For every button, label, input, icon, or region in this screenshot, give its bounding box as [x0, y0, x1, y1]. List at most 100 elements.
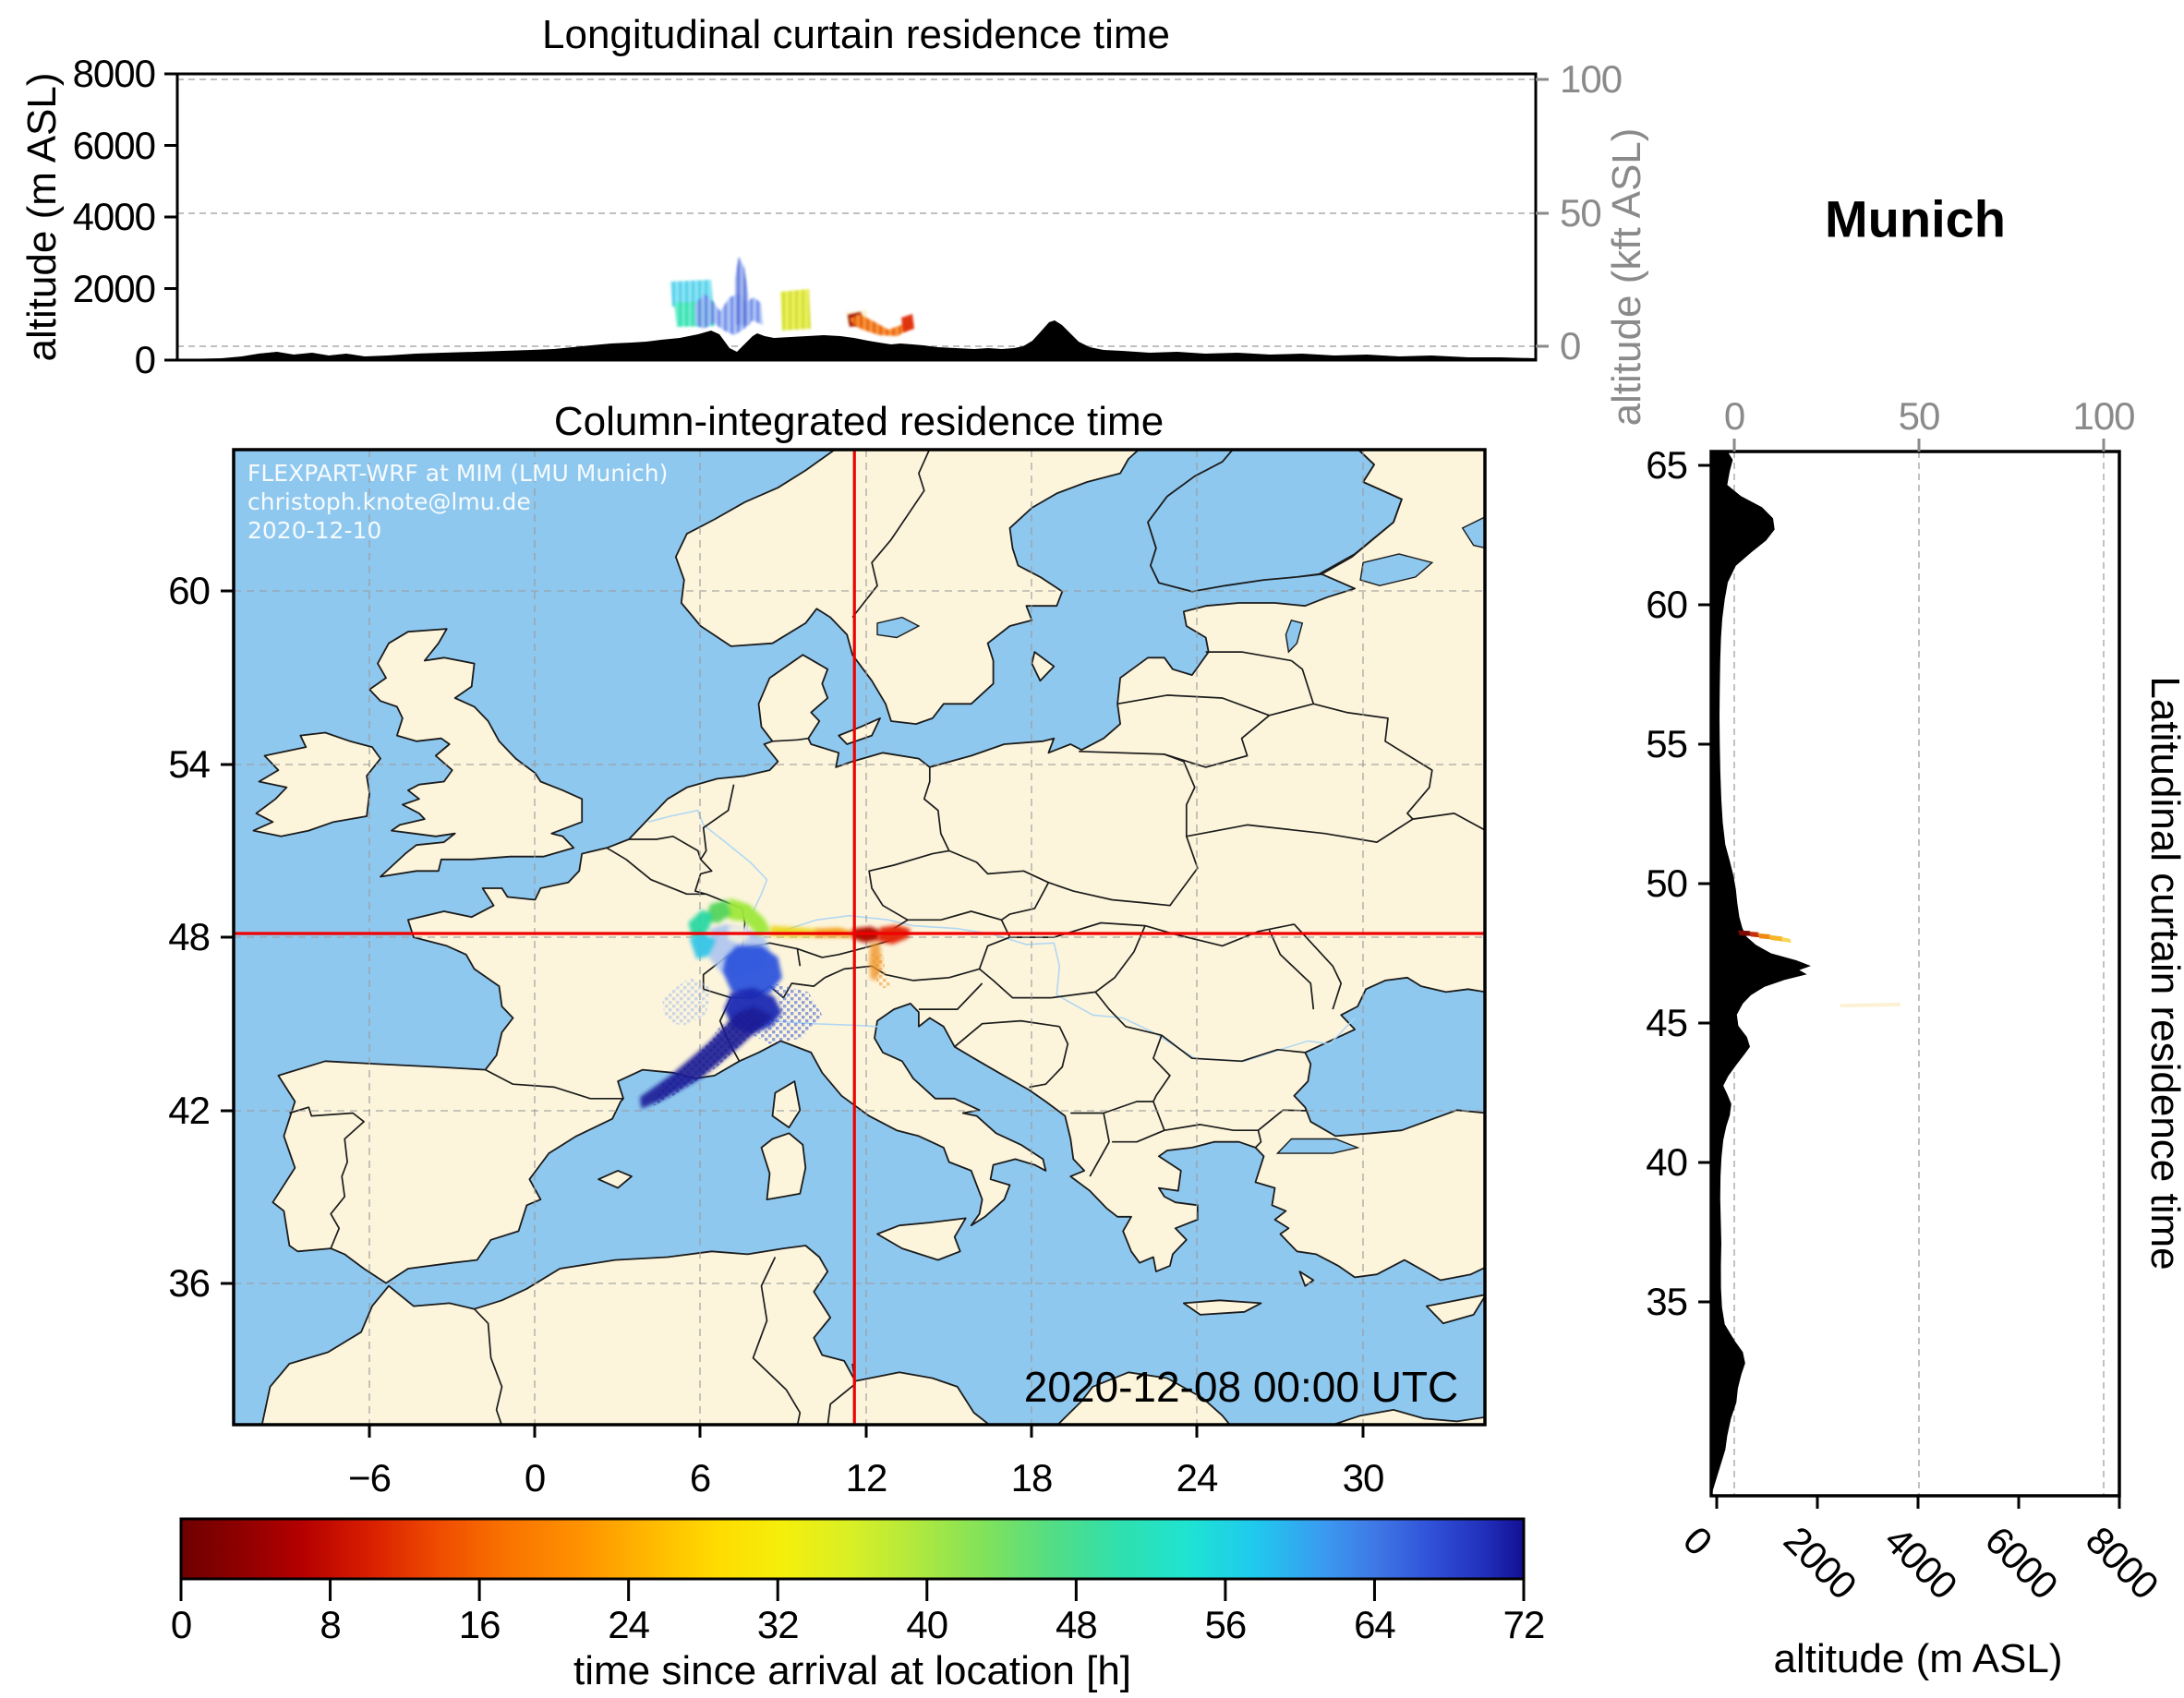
- curtain-blob-blue-spike: [735, 257, 750, 325]
- landmass-nile_delta: [1330, 1409, 1485, 1425]
- river: [780, 914, 1356, 1063]
- watermark-line-1: FLEXPART-WRF at MIM (LMU Munich): [247, 460, 669, 487]
- landmass-sicily: [876, 1217, 967, 1261]
- colorbar-tick-label: 32: [756, 1603, 800, 1646]
- country-border: [1152, 1034, 1171, 1102]
- country-border: [851, 450, 931, 619]
- map-xtick-label: 0: [524, 1456, 546, 1499]
- country-border: [1321, 450, 1403, 575]
- country-border: [473, 1308, 503, 1425]
- colorbar-tick-label: 16: [458, 1603, 501, 1646]
- plume-patch-13: [650, 1009, 765, 1108]
- country-border: [918, 982, 983, 1010]
- country-border: [772, 737, 809, 742]
- landmass-corsica: [771, 1080, 802, 1128]
- landmass-cyprus: [1425, 1294, 1485, 1325]
- country-border: [1268, 929, 1315, 1010]
- country-border: [1313, 703, 1433, 820]
- watermark-line-2: christoph.knote@lmu.de: [247, 488, 531, 515]
- right-stripe-3: [1768, 934, 1784, 942]
- plume-patch-17: [872, 954, 891, 990]
- map-title: Column-integrated residence time: [553, 399, 1164, 444]
- country-border: [923, 766, 950, 851]
- map-xtick-label: −6: [348, 1456, 392, 1499]
- lake: [1359, 553, 1434, 587]
- right-panel-side-label: Latitudinal curtain residence time: [2142, 676, 2184, 1270]
- colorbar-tick-label: 40: [906, 1603, 948, 1646]
- country-border: [1164, 715, 1271, 768]
- right-panel-title: Munich: [1825, 189, 2006, 248]
- country-border: [1205, 651, 1292, 662]
- plume-patch-5: [689, 933, 717, 959]
- country-border: [752, 1257, 802, 1425]
- landmass-crete: [1182, 1299, 1262, 1316]
- landmass-cyrenaica: [1056, 1371, 1231, 1425]
- top-y2tick-label: 100: [1560, 57, 1623, 101]
- top-panel-title: Longitudinal curtain residence time: [542, 12, 1170, 57]
- plume-patch-8: [722, 945, 782, 1000]
- right-panel-frame: [1709, 450, 2121, 1498]
- right-stripe-4: [1780, 937, 1792, 943]
- country-border: [1161, 1034, 1306, 1063]
- landmass-sardinia: [760, 1132, 807, 1200]
- country-border: [1051, 991, 1096, 999]
- colorbar-tick-label: 0: [170, 1603, 192, 1646]
- landmass-maghreb: [260, 1245, 991, 1425]
- country-border: [1152, 1101, 1165, 1131]
- country-border: [1103, 1113, 1110, 1142]
- colorbar-tick-label: 56: [1204, 1603, 1248, 1646]
- landmass-ireland: [252, 731, 381, 837]
- country-border: [1254, 1130, 1262, 1149]
- right-panel: [1711, 452, 2119, 1496]
- plume-patch-4: [688, 909, 714, 939]
- map-ytick-label: 48: [168, 915, 211, 958]
- right-lat-tick-label: 60: [1646, 583, 1688, 626]
- country-border: [699, 784, 735, 861]
- top-panel: [177, 74, 1536, 360]
- map-panel: [234, 450, 1485, 1425]
- colorbar-gradient-bar: [179, 1517, 1526, 1581]
- colorbar-label: time since arrival at location [h]: [573, 1648, 1132, 1693]
- landmass-gotland: [1031, 651, 1056, 682]
- top-ytick-label: 8000: [72, 52, 156, 95]
- top-ytick-label: 4000: [72, 195, 156, 238]
- top-panel-ylabel-left: altitude (m ASL): [19, 72, 65, 362]
- country-border: [485, 1068, 623, 1100]
- plume-patch-12: [661, 977, 712, 1027]
- right-stripe-1: [1748, 931, 1761, 938]
- plume-patch-2: [724, 897, 771, 936]
- top-terrain-profile: [177, 320, 1536, 360]
- country-border: [1116, 694, 1270, 717]
- right-lat-tick-label: 55: [1646, 722, 1688, 765]
- right-lat-tick-label: 40: [1646, 1140, 1688, 1184]
- map-xtick-label: 30: [1342, 1456, 1385, 1499]
- colorbar-tick-label: 8: [320, 1603, 341, 1646]
- map-ytick-label: 54: [168, 742, 211, 786]
- country-border: [606, 847, 706, 896]
- country-border: [1112, 1129, 1165, 1143]
- colorbar-tick-label: 64: [1354, 1603, 1396, 1646]
- country-border: [289, 1106, 365, 1249]
- country-border: [629, 835, 702, 861]
- top-y2tick-label: 50: [1560, 191, 1602, 235]
- country-border: [948, 849, 1143, 904]
- map-xtick-label: 24: [1176, 1456, 1219, 1499]
- right-top-tick-label: 50: [1898, 394, 1941, 438]
- landmass-scandinavia: [674, 450, 1140, 725]
- country-border: [1094, 991, 1163, 1037]
- map-ytick-label: 60: [168, 569, 211, 612]
- top-ytick-label: 0: [134, 338, 156, 381]
- landmass-zealand: [838, 717, 881, 745]
- watermark-line-3: 2020-12-10: [247, 517, 382, 544]
- landmass-uk: [368, 628, 584, 878]
- country-border: [1412, 813, 1485, 831]
- map-xtick-label: 12: [845, 1456, 888, 1499]
- country-border: [1029, 1026, 1069, 1089]
- landmass-mallorca: [597, 1170, 633, 1189]
- country-border: [1089, 1141, 1110, 1177]
- map-ytick-label: 36: [168, 1261, 211, 1305]
- top-panel-ylabel-right: altitude (kft ASL): [1604, 127, 1649, 427]
- lake: [1275, 1138, 1360, 1154]
